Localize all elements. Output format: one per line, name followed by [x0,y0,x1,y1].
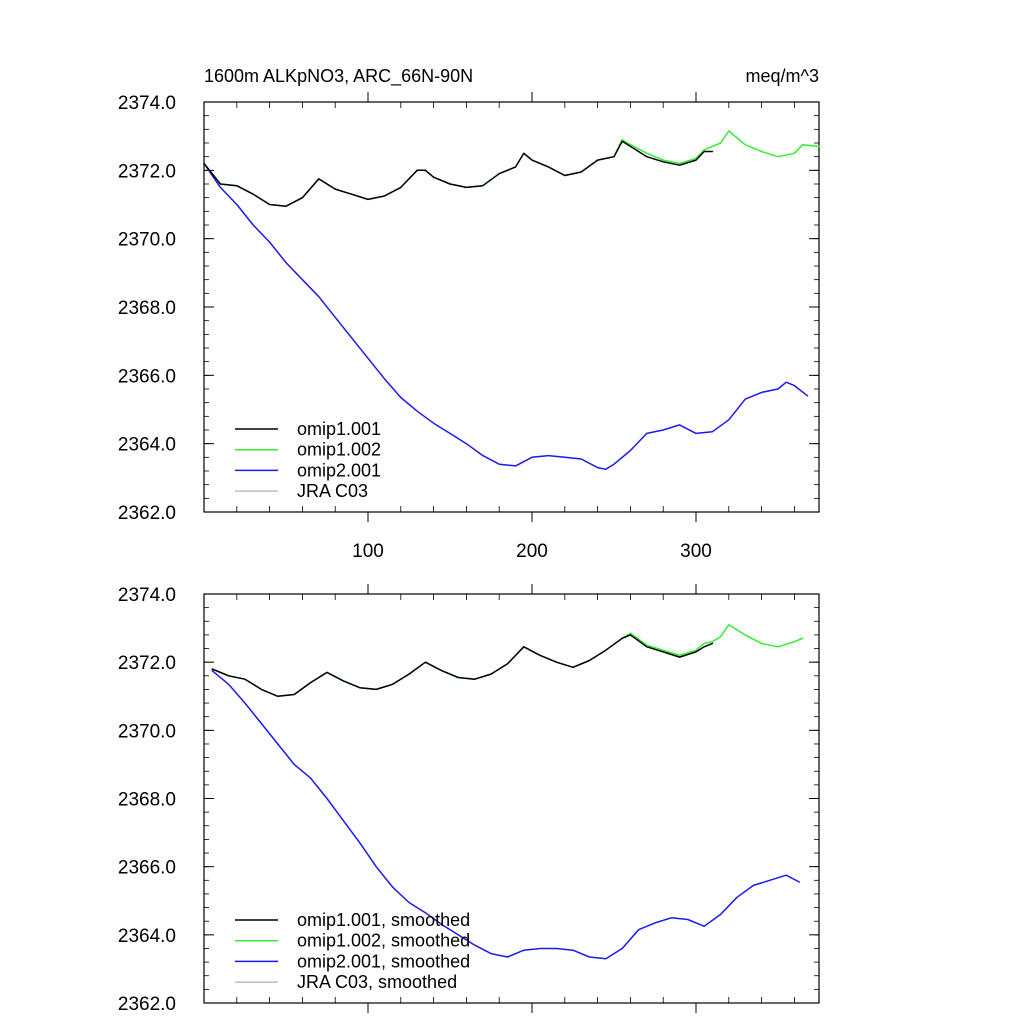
top-title-left: 1600m ALKpNO3, ARC_66N-90N [204,66,473,87]
y-tick-label: 2372.0 [118,161,176,182]
x-tick-label: 100 [352,541,384,562]
legend-label: JRA C03, smoothed [297,972,457,992]
top-title-units: meq/m^3 [746,66,819,86]
series-line-omip1-001-smoothed [211,634,714,698]
y-tick-label: 2364.0 [118,435,176,456]
y-tick-label: 2362.0 [118,503,176,524]
legend-label: omip1.001 [297,419,381,439]
y-tick-label: 2374.0 [118,585,176,606]
y-tick-label: 2368.0 [118,298,176,319]
bottom-axis-ticks: 2362.0 2364.0 2366.0 2368.0 2370.0 2372.0 2374… [118,584,819,1015]
legend-label: omip1.001, smoothed [297,910,470,930]
legend-label: omip1.002 [297,440,381,460]
legend-label: JRA C03 [297,481,368,501]
y-tick-label: 2362.0 [118,994,176,1015]
legend-label: omip2.001 [297,460,381,480]
legend-label: omip2.001, smoothed [297,951,470,971]
x-tick-label: 200 [516,541,548,562]
y-tick-label: 2370.0 [118,721,176,742]
y-tick-label: 2372.0 [118,653,176,674]
y-tick-label: 2374.0 [118,93,176,114]
top-panel: 1600m ALKpNO3, ARC_66N-90N meq/m^3 2362.… [118,66,820,562]
x-tick-label: 300 [680,541,712,562]
y-tick-label: 2366.0 [118,858,176,879]
series-line-omip1-002-smoothed [211,623,804,698]
bottom-series-group [211,623,804,960]
series-line-omip2-001 [203,162,809,471]
top-series-group [203,130,820,471]
series-line-omip2-001-smoothed [211,669,801,960]
y-tick-label: 2370.0 [118,230,176,251]
y-tick-label: 2368.0 [118,790,176,811]
legend-label: omip1.002, smoothed [297,931,470,951]
series-line-omip1-001 [203,140,714,207]
y-tick-label: 2366.0 [118,366,176,387]
y-tick-label: 2364.0 [118,926,176,947]
top-axis-ticks: 2362.0 2364.0 2366.0 2368.0 2370.0 2372.0 2374… [118,92,819,562]
bottom-panel: 2362.0 2364.0 2366.0 2368.0 2370.0 2372.0 2374… [118,584,820,1015]
